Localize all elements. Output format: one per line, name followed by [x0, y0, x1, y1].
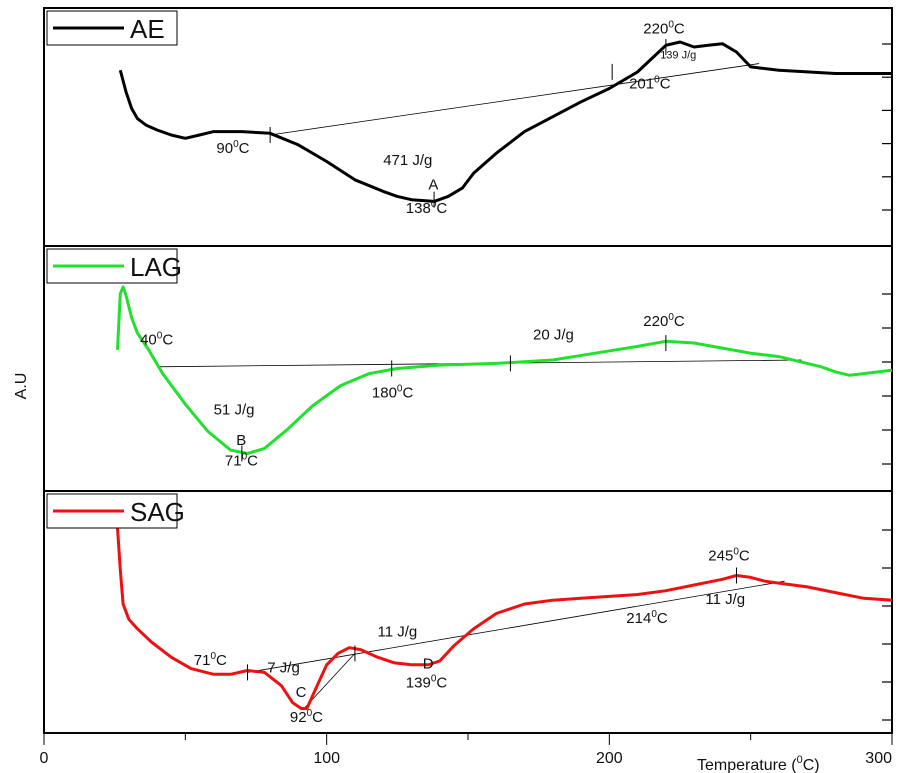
annotation-label: 2200C [643, 312, 685, 330]
legend-ae: AE [46, 10, 178, 46]
legend-label: SAG [130, 497, 185, 527]
x-tick-label: 300 [865, 750, 892, 767]
baseline-line [270, 63, 760, 136]
annotation-label: 400C [140, 331, 173, 349]
annotation-label: 7 J/g [267, 659, 300, 676]
legend-sag: SAG [46, 493, 185, 529]
annotation-label: 51 J/g [214, 401, 255, 418]
annotation-label: 2140C [626, 609, 668, 627]
annotation-label: 900C [216, 139, 249, 157]
annotation-label: 139 J/g [660, 50, 696, 62]
annotation-label: 20 J/g [533, 327, 574, 344]
annotation-label: 11 J/g [378, 623, 418, 640]
annotation-label: 1380C [406, 199, 448, 217]
x-tick-label: 100 [313, 750, 340, 767]
series-line-lag [116, 285, 893, 455]
annotation-label: 710C [194, 651, 227, 669]
x-axis-label-prefix: Temperature ( [697, 757, 797, 773]
annotation-label: 2200C [643, 20, 685, 38]
annotation-label: 2450C [708, 546, 750, 564]
x-axis-ticks: 0 100 200 300 [40, 733, 893, 767]
x-axis-label-suffix: C) [803, 757, 820, 773]
annotation-label: B [236, 432, 246, 449]
series-line-ae [118, 40, 892, 203]
annotation-label: 2010C [629, 75, 671, 93]
baseline-line [247, 580, 785, 673]
x-tick-label: 0 [40, 750, 49, 767]
legend-label: LAG [130, 252, 182, 282]
legend-lag: LAG [46, 248, 182, 284]
annotation-label: C [296, 684, 307, 701]
annotation-label: 710C [225, 451, 258, 469]
panel-ae: 900C 471 J/g A 1380C 2200C 139 J/g 2010C AE [43, 7, 893, 247]
y-axis-label: A.U [13, 373, 30, 400]
annotation-label: 11 J/g [705, 591, 745, 608]
panel-lag: 400C 51 J/g B 710C 1800C 20 J/g 2200C LAG [43, 245, 893, 492]
x-tick-label: 200 [596, 750, 623, 767]
annotation-label: 1390C [406, 674, 448, 692]
annotation-label: 471 J/g [383, 152, 432, 169]
annotation-label: 920C [290, 708, 323, 726]
chart-panels: 900C 471 J/g A 1380C 2200C 139 J/g 2010C AE 400C… [43, 7, 893, 734]
series-line-sag [116, 527, 893, 710]
legend-label: AE [130, 14, 165, 44]
x-axis-label-sup: 0 [797, 754, 803, 766]
x-axis-label: Temperature (0C) [697, 754, 820, 773]
annotation-label: 1800C [372, 383, 414, 401]
annotation-label: D [423, 656, 434, 673]
annotation-label: A [428, 177, 438, 194]
